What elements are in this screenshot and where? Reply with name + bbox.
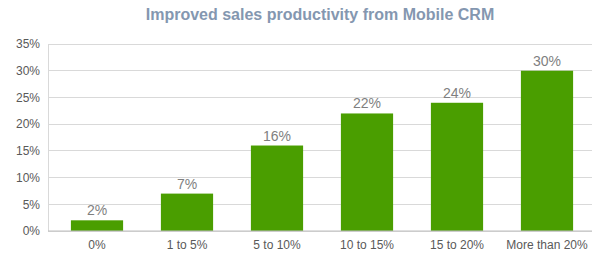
y-tick: 20% bbox=[16, 117, 48, 131]
bar bbox=[341, 113, 393, 231]
grid-line bbox=[48, 231, 592, 232]
x-tick: More than 20% bbox=[506, 238, 588, 252]
x-tick-label: 5 to 10% bbox=[253, 238, 301, 252]
y-tick-label: 25% bbox=[16, 91, 40, 105]
y-tick-label: 0% bbox=[23, 224, 41, 238]
y-tick: 15% bbox=[16, 144, 48, 158]
y-tick-label: 35% bbox=[16, 37, 40, 51]
y-tick: 10% bbox=[16, 171, 48, 185]
x-tick: 0% bbox=[88, 238, 106, 252]
y-tick: 30% bbox=[16, 64, 48, 78]
data-label: 22% bbox=[353, 95, 381, 111]
y-tick-label: 5% bbox=[23, 198, 41, 212]
grid-line bbox=[48, 204, 592, 205]
bars bbox=[71, 71, 573, 231]
y-tick: 35% bbox=[16, 37, 48, 51]
data-label: 16% bbox=[263, 128, 291, 144]
y-tick-label: 15% bbox=[16, 144, 40, 158]
bar bbox=[161, 194, 213, 231]
chart: Improved sales productivity from Mobile … bbox=[0, 0, 600, 260]
y-axis: 0% 5% 10% 15% 20% 25% 30% 35% bbox=[16, 37, 49, 238]
y-tick: 0% bbox=[23, 224, 48, 238]
bar bbox=[71, 220, 123, 231]
x-tick: 1 to 5% bbox=[167, 238, 208, 252]
x-tick-label: 10 to 15% bbox=[340, 238, 394, 252]
x-tick-label: 0% bbox=[88, 238, 106, 252]
data-label: 7% bbox=[177, 176, 197, 192]
bar bbox=[431, 103, 483, 231]
grid-line bbox=[48, 124, 592, 125]
x-tick: 15 to 20% bbox=[430, 238, 484, 252]
y-tick-label: 30% bbox=[16, 64, 40, 78]
x-tick: 10 to 15% bbox=[340, 238, 394, 252]
x-tick-label: 15 to 20% bbox=[430, 238, 484, 252]
x-tick: 5 to 10% bbox=[253, 238, 301, 252]
grid-line bbox=[48, 70, 592, 71]
grid-line bbox=[48, 44, 592, 45]
grid-line bbox=[48, 177, 592, 178]
grid-line bbox=[48, 150, 592, 151]
y-tick: 25% bbox=[16, 91, 48, 105]
y-tick-label: 20% bbox=[16, 117, 40, 131]
x-axis-line bbox=[48, 231, 592, 232]
bar bbox=[251, 146, 303, 231]
data-label: 24% bbox=[443, 85, 471, 101]
bar bbox=[521, 71, 573, 231]
title: Improved sales productivity from Mobile … bbox=[146, 6, 495, 23]
y-tick-label: 10% bbox=[16, 171, 40, 185]
grid bbox=[48, 44, 592, 231]
x-tick-label: More than 20% bbox=[506, 238, 588, 252]
y-axis-line bbox=[48, 45, 49, 232]
grid-line bbox=[48, 97, 592, 98]
data-labels: 2% 7% 16% 22% 24% 30% bbox=[87, 53, 561, 219]
x-axis: 0% 1 to 5% 5 to 10% 10 to 15% 15 to 20% More … bbox=[48, 231, 592, 252]
x-tick-label: 1 to 5% bbox=[167, 238, 208, 252]
y-tick: 5% bbox=[23, 198, 48, 212]
data-label: 2% bbox=[87, 202, 107, 218]
data-label: 30% bbox=[533, 53, 561, 69]
